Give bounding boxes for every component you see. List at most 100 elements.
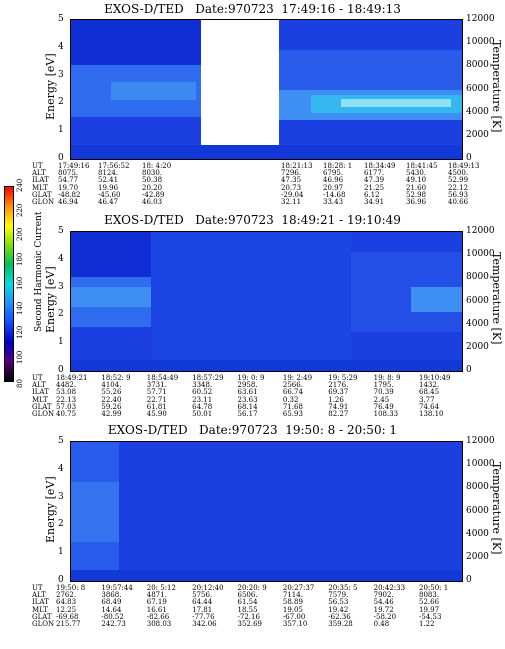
ytick-left: 1 (58, 125, 64, 136)
colorbar-tick: 200 (16, 227, 24, 241)
ytick-right: 10000 (466, 459, 495, 470)
ytick-right: 0 (466, 365, 472, 375)
ephemeris-column: 19:10:49 1432. 68.45 3.77 74.64 138.10 (419, 374, 451, 419)
panel-2-svg (71, 232, 462, 371)
ephemeris-column: 17:49:16 8075. 54.77 19.70 -48.82 46.94 (58, 162, 90, 207)
ytick-right: 10000 (466, 249, 495, 260)
ephemeris-column: 18:28: 1 6795. 46.96 20.97 -14.68 33.43 (323, 162, 353, 207)
ytick-right: 4000 (466, 106, 489, 117)
ytick-left: 2 (58, 309, 64, 320)
panel-3-spectrogram (70, 441, 463, 582)
panel-1-ylabel-right: Temperature [K] (490, 40, 503, 133)
ytick-left: 1 (58, 547, 64, 558)
ytick-right: 2000 (466, 129, 489, 140)
p2-upper-left-region (71, 232, 151, 277)
colorbar-tick: 160 (16, 276, 24, 290)
panel-2-ylabel-right: Temperature [K] (490, 252, 503, 345)
ephemeris-column: 18:54:49 3731. 57.71 22.71 61.81 45.90 (146, 374, 179, 419)
ytick-right: 0 (466, 575, 472, 585)
colorbar-label: Second Harmonic Current (34, 211, 44, 332)
ytick-left: 5 (58, 14, 64, 24)
ephemeris-column: 19: 0: 9 2958. 63.61 23.63 68.14 56.17 (237, 374, 265, 419)
ephemeris-column: 19: 5:29 2176. 69.37 1.26 74.91 82.27 (328, 374, 358, 419)
colorbar-tick: 240 (16, 178, 24, 192)
ytick-left: 5 (58, 436, 64, 446)
ephemeris-column: 20:35: 5 7579. 56.53 19.42 -62.36 359.28 (328, 584, 358, 629)
colorbar (4, 186, 14, 382)
panel-3-ylabel-left: Energy [eV] (44, 476, 57, 543)
ephemeris-column: 17:56:52 8124. 52.41 19.96 -45.60 46.47 (98, 162, 130, 207)
ephemeris-row-labels: UT ALT ILAT MLT GLAT GLON (32, 162, 55, 207)
p1-right-band-peak (341, 99, 451, 107)
ytick-left: 2 (58, 519, 64, 530)
colorbar-tick: 140 (16, 301, 24, 315)
ytick-right: 12000 (466, 436, 495, 446)
ephemeris-column: 18:52: 9 4104. 55.26 22.40 59.26 42.99 (101, 374, 131, 419)
ytick-right: 12000 (466, 14, 495, 24)
ytick-right: 2000 (466, 341, 489, 352)
ytick-right: 2000 (466, 551, 489, 562)
ephemeris-column: 19:50: 8 2762. 64.83 12.25 -69.68 215.77 (56, 584, 86, 629)
ytick-right: 6000 (466, 505, 489, 516)
p1-left-band-core (111, 82, 196, 100)
ytick-right: 4000 (466, 528, 489, 539)
ephemeris-column: 19:57:44 3868. 68.49 14.64 -80.52 242.73 (101, 584, 133, 629)
ytick-left: 0 (58, 575, 64, 585)
p3-low-energy-strip (71, 570, 462, 581)
p3-main-region (119, 442, 462, 581)
ephemeris-column: 18: 4:20 8030. 50.38 20.20 -42.89 46.03 (142, 162, 172, 207)
ytick-right: 6000 (466, 83, 489, 94)
p2-left-band-core (71, 287, 151, 307)
ephemeris-column: 18:49:13 4500. 52.99 22.12 56.93 40.66 (448, 162, 480, 207)
ephemeris-column: 18:57:29 3348. 60.52 23.11 64.78 50.01 (192, 374, 224, 419)
p1-upper-left-region (71, 20, 201, 65)
colorbar-tick: 100 (16, 350, 24, 364)
ephemeris-column: 20:12:40 5756. 64.44 17.81 -77.76 342.06 (192, 584, 224, 629)
ephemeris-column: 20:20: 9 6506. 61.54 18.55 -72.16 352.69 (237, 584, 267, 629)
panel-1-svg (71, 20, 462, 159)
colorbar-tick: 80 (16, 379, 24, 388)
p2-right-band (411, 287, 462, 312)
ytick-left: 2 (58, 97, 64, 108)
ytick-left: 4 (58, 41, 64, 52)
p2-low-energy-strip (71, 360, 462, 371)
panel-3-svg (71, 442, 462, 581)
ytick-left: 4 (58, 253, 64, 264)
panel-1-title: EXOS-D/TED Date:970723 17:49:16 - 18:49:… (104, 2, 401, 16)
ephemeris-column: 20:50: 1 8083. 52.66 19.97 -54.53 1.22 (419, 584, 449, 629)
ephemeris-column: 18:49:21 4482. 53.08 22.13 57.03 40.75 (56, 374, 88, 419)
panel-2-spectrogram (70, 231, 463, 372)
ytick-left: 0 (58, 153, 64, 163)
ytick-right: 10000 (466, 37, 495, 48)
colorbar-tick: 120 (16, 325, 24, 339)
ytick-left: 0 (58, 365, 64, 375)
ephemeris-column: 18:41:45 5430. 49.10 21.60 52.98 36.96 (406, 162, 438, 207)
ephemeris-column: 19: 2:49 2566. 66.74 0.32 71.68 65.93 (282, 374, 313, 419)
ytick-right: 6000 (466, 295, 489, 306)
ephemeris-column: 18:21:13 7296. 47.35 20.73 -29.04 32.11 (281, 162, 313, 207)
ytick-left: 3 (58, 491, 64, 502)
ytick-left: 1 (58, 337, 64, 348)
p1-low-energy-strip (71, 145, 462, 159)
ytick-left: 5 (58, 226, 64, 236)
ytick-left: 4 (58, 463, 64, 474)
ephemeris-row-labels: UT ALT ILAT MLT GLAT GLON (32, 584, 55, 629)
ytick-left: 3 (58, 281, 64, 292)
panel-2-title: EXOS-D/TED Date:970723 18:49:21 - 19:10:… (104, 213, 401, 227)
ephemeris-row-labels: UT ALT ILAT MLT GLAT GLON (32, 374, 55, 419)
ytick-right: 12000 (466, 226, 495, 236)
panel-2-ylabel-left: Energy [eV] (44, 266, 57, 333)
ephemeris-column: 18:34:49 6177. 47.39 21.25 6.12 34.91 (364, 162, 396, 207)
panel-1-spectrogram (70, 19, 463, 160)
panel-1-ylabel-left: Energy [eV] (44, 53, 57, 120)
panel-3-ylabel-right: Temperature [K] (490, 462, 503, 555)
ephemeris-column: 19: 8: 9 1795. 70.39 2.45 76.49 108.33 (373, 374, 401, 419)
ytick-left: 3 (58, 69, 64, 80)
colorbar-tick: 180 (16, 252, 24, 266)
p2-mid-region (151, 232, 351, 371)
ephemeris-column: 20: 5:12 4871. 67.19 16.61 -82.66 308.03 (146, 584, 176, 629)
ytick-right: 8000 (466, 60, 489, 71)
ephemeris-column: 20:27:37 7114. 58.89 19.05 -67.00 357.10 (282, 584, 315, 629)
p1-data-gap (201, 20, 279, 159)
panel-3-title: EXOS-D/TED Date:970723 19:50: 8 - 20:50:… (107, 423, 398, 437)
